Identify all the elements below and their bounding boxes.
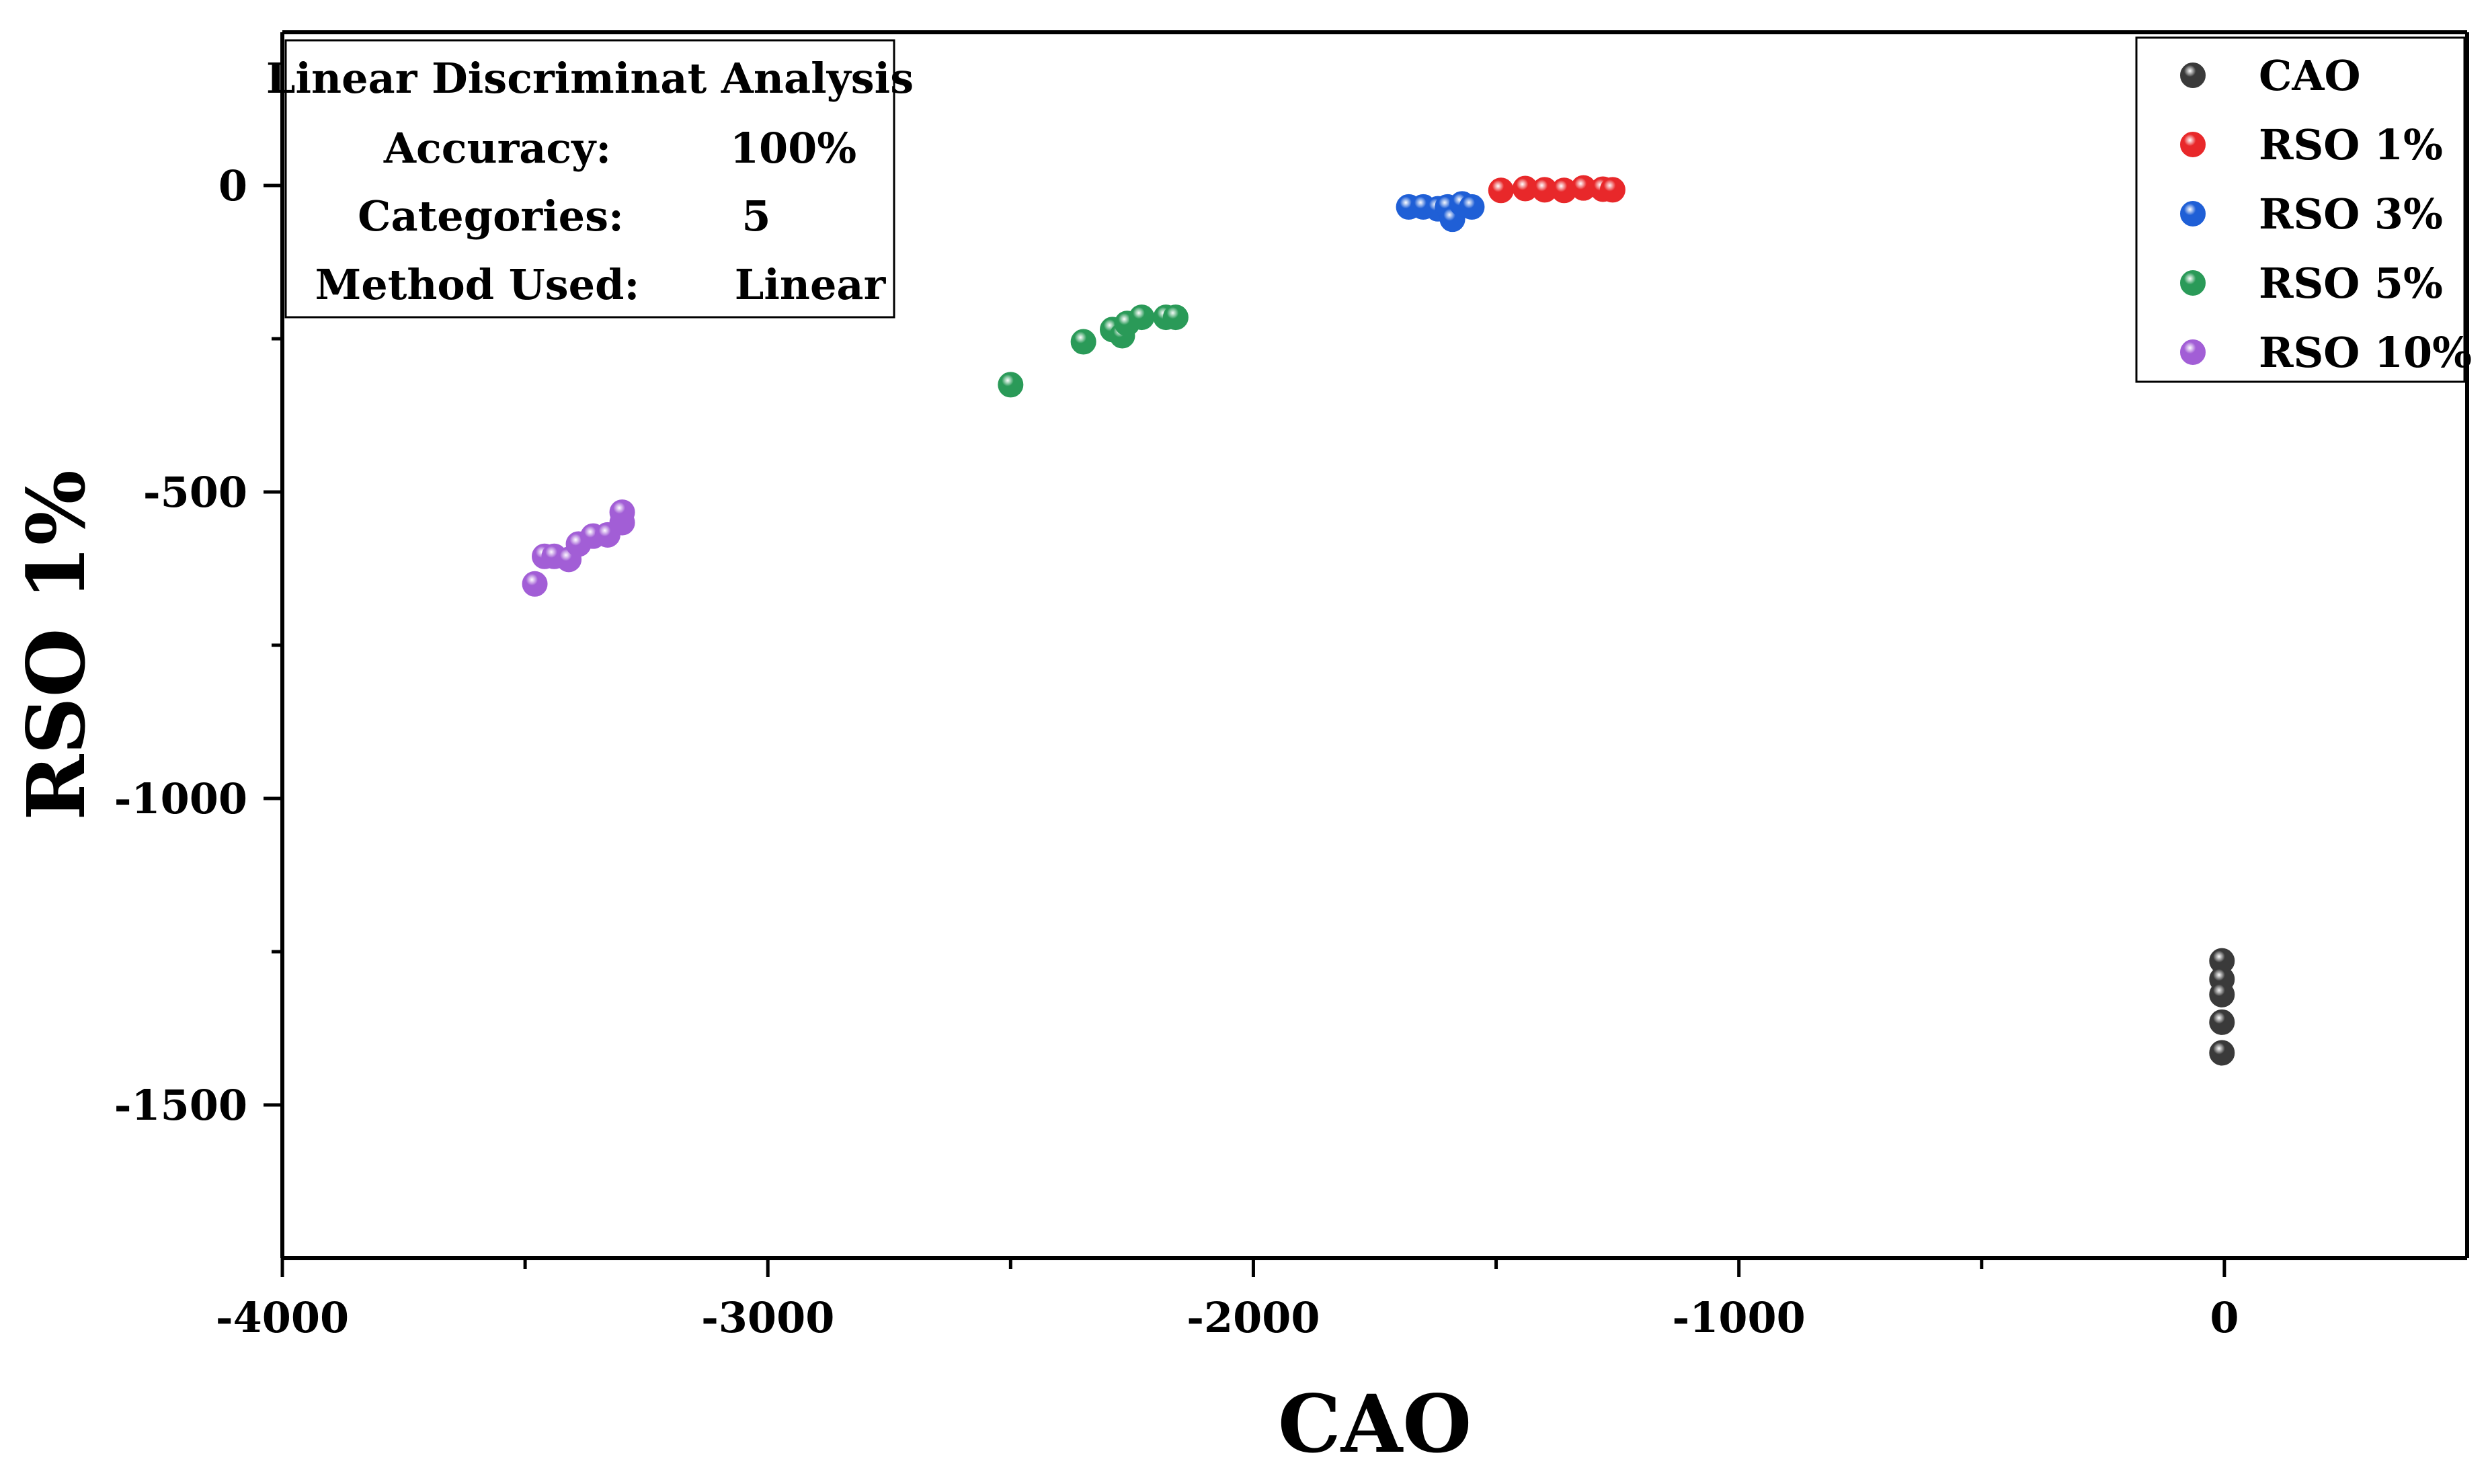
x-tick-label: -1000	[1673, 1293, 1806, 1342]
legend-item-rso-3pct: RSO 3%	[2180, 190, 2443, 239]
x-tick-label: -3000	[701, 1293, 834, 1342]
y-tick-label: -500	[143, 468, 247, 517]
info-value-categories: 5	[741, 192, 770, 241]
y-tick-label: -1500	[114, 1081, 247, 1130]
series-rso-10pct	[522, 499, 635, 597]
info-box-border	[284, 39, 895, 319]
legend-label: CAO	[2259, 51, 2360, 100]
legend: CAO RSO 1% RSO 3% RSO 5% RSO 10%	[2135, 36, 2472, 383]
point-rso-5pct	[998, 372, 1024, 398]
legend-label: RSO 10%	[2259, 328, 2472, 377]
point-rso-1pct	[1488, 177, 1514, 204]
legend-marker	[2180, 132, 2206, 157]
point-rso-5pct	[1162, 304, 1189, 331]
x-tick-label: -4000	[216, 1293, 349, 1342]
info-label-accuracy: Accuracy:	[383, 124, 611, 173]
legend-marker	[2180, 270, 2206, 296]
x-axis-title: CAO	[1278, 1377, 1472, 1471]
series-cao	[2209, 948, 2235, 1066]
info-value-accuracy: 100%	[730, 124, 856, 173]
point-rso-10pct	[522, 571, 548, 597]
legend-item-rso-5pct: RSO 5%	[2180, 259, 2443, 308]
legend-label: RSO 3%	[2259, 190, 2443, 239]
legend-item-cao: CAO	[2180, 51, 2360, 100]
legend-label: RSO 1%	[2259, 120, 2443, 169]
x-tick-label: 0	[2210, 1293, 2239, 1342]
series-rso-5pct	[998, 304, 1189, 398]
info-box-title: Linear Discriminat Analysis	[266, 54, 914, 103]
point-cao	[2209, 981, 2235, 1007]
point-rso-5pct	[1070, 329, 1096, 355]
y-axis-ticks: 0 -500 -1000 -1500	[114, 161, 282, 1130]
info-label-method: Method Used:	[315, 260, 640, 309]
point-cao	[2209, 1009, 2235, 1035]
legend-item-rso-1pct: RSO 1%	[2180, 120, 2443, 169]
legend-label: RSO 5%	[2259, 259, 2443, 308]
y-tick-label: 0	[218, 161, 247, 210]
legend-item-rso-10pct: RSO 10%	[2180, 328, 2472, 377]
series-rso-3pct	[1396, 191, 1485, 233]
point-cao	[2209, 1040, 2235, 1066]
info-value-method: Linear	[735, 260, 887, 309]
y-axis-title: RSO 1%	[9, 470, 103, 820]
point-rso-3pct	[1459, 194, 1485, 220]
info-box: Linear Discriminat Analysis Accuracy: 10…	[266, 39, 914, 319]
legend-marker	[2180, 339, 2206, 365]
legend-marker	[2180, 63, 2206, 88]
x-axis-ticks: -4000 -3000 -2000 -1000 0	[216, 1258, 2239, 1342]
series-rso-1pct	[1488, 175, 1625, 204]
x-tick-label: -2000	[1187, 1293, 1320, 1342]
point-rso-1pct	[1599, 177, 1625, 203]
point-rso-10pct	[609, 499, 635, 526]
info-label-categories: Categories:	[358, 192, 624, 241]
y-tick-label: -1000	[114, 774, 247, 823]
point-rso-5pct	[1129, 304, 1155, 331]
legend-marker	[2180, 201, 2206, 226]
data-points	[522, 175, 2235, 1066]
